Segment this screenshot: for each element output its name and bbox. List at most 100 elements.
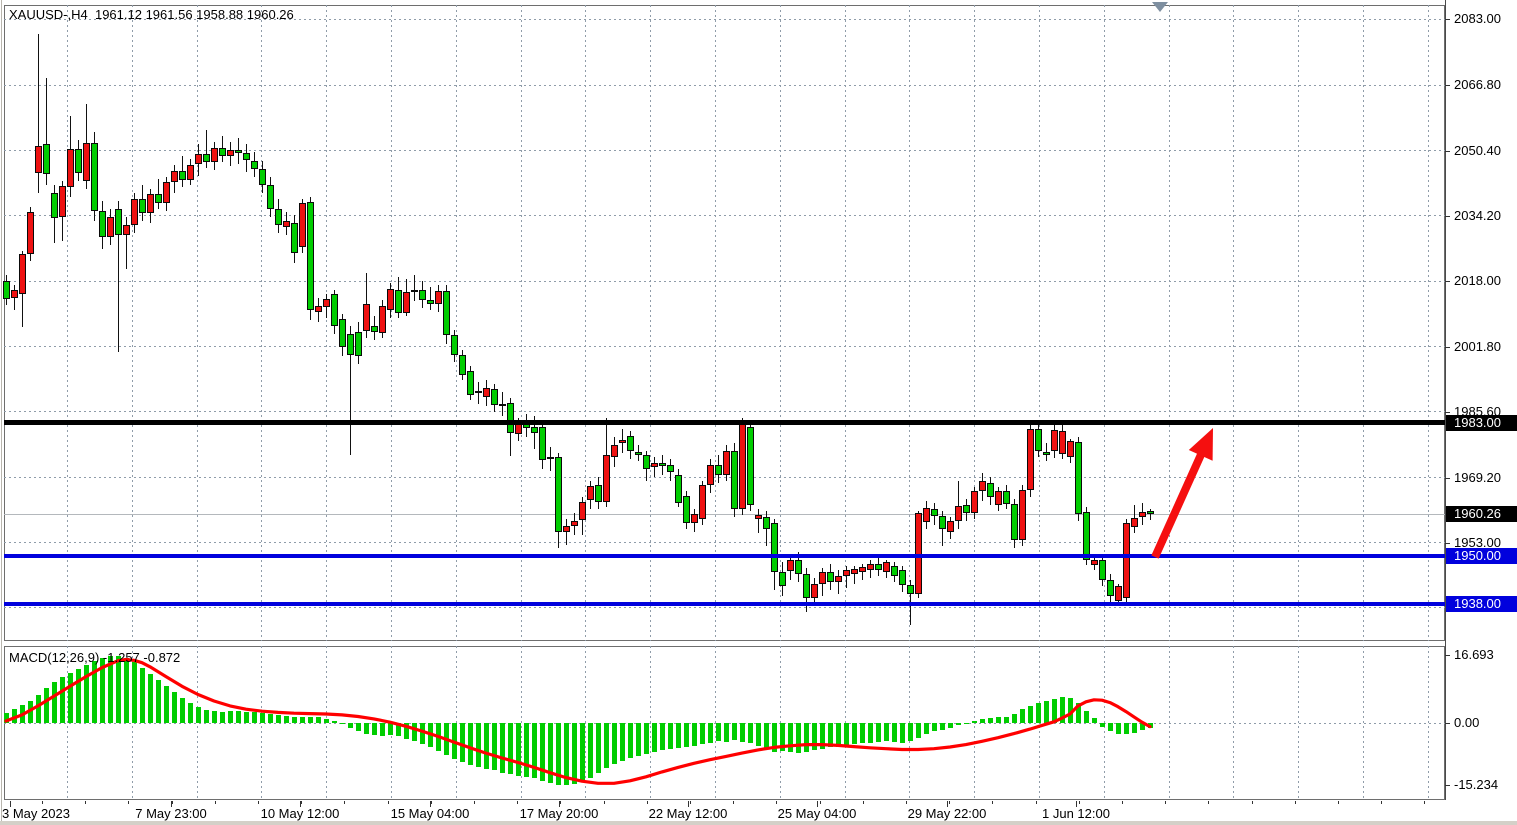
time-axis-label: 25 May 04:00 <box>777 806 857 821</box>
candle-wick <box>349 325 351 455</box>
macd-histogram-bar <box>283 715 289 723</box>
candle-body <box>970 491 978 514</box>
candle-body <box>946 521 954 532</box>
macd-axis-label: 0.00 <box>1454 715 1480 730</box>
price-axis-border <box>1445 0 1446 800</box>
macd-histogram-bar <box>323 718 329 723</box>
candle-body <box>930 509 938 516</box>
macd-histogram-bar <box>3 712 9 723</box>
macd-histogram-bar <box>971 721 977 723</box>
candle-body <box>1042 451 1050 455</box>
macd-histogram-bar <box>363 723 369 734</box>
candle-body <box>690 514 698 524</box>
macd-histogram-bar <box>595 723 601 773</box>
price-axis-tick <box>1445 150 1450 152</box>
macd-histogram-bar <box>1027 705 1033 723</box>
candle-body <box>650 463 658 468</box>
candle-body <box>338 319 346 348</box>
macd-histogram-bar <box>1051 698 1057 723</box>
candle-body <box>1050 429 1058 451</box>
time-axis-label: 22 May 12:00 <box>648 806 728 821</box>
time-axis-tick-minor <box>1424 801 1426 804</box>
gridline-vertical <box>1298 5 1300 641</box>
macd-histogram-bar <box>339 723 345 725</box>
candle-body <box>610 445 618 458</box>
time-axis-tick-minor <box>171 801 173 804</box>
price-pane[interactable] <box>4 5 1445 641</box>
macd-histogram-bar <box>555 723 561 785</box>
candle-body <box>1074 441 1082 514</box>
candle-body <box>146 193 154 213</box>
price-axis-tick <box>1445 478 1450 480</box>
macd-histogram-bar <box>467 723 473 765</box>
candle-wick <box>845 565 847 588</box>
time-axis-tick-minor <box>258 801 259 804</box>
macd-histogram-bar <box>499 723 505 773</box>
macd-histogram-bar <box>531 723 537 779</box>
chart-shift-marker-icon[interactable] <box>1152 2 1168 12</box>
macd-histogram-bar <box>427 723 433 748</box>
candle-body <box>18 254 26 295</box>
macd-histogram-bar <box>939 723 945 730</box>
macd-histogram-bar <box>1091 718 1097 723</box>
candle-body <box>794 559 802 574</box>
price-axis-label: 2083.00 <box>1454 11 1501 27</box>
candle-body <box>202 154 210 163</box>
price-axis-label: 2050.40 <box>1454 142 1501 158</box>
candle-body <box>738 424 746 510</box>
macd-histogram-bar <box>107 656 113 723</box>
macd-histogram-bar <box>731 723 737 741</box>
macd-histogram-bar <box>51 682 57 723</box>
time-axis-label: 15 May 04:00 <box>390 806 470 821</box>
time-axis-tick-minor <box>1078 801 1080 804</box>
macd-histogram-bar <box>723 723 729 742</box>
window-left-edge <box>1 0 2 821</box>
time-axis-tick-major <box>171 801 172 807</box>
macd-histogram-bar <box>475 723 481 767</box>
candle-body <box>570 521 578 526</box>
candle-body <box>778 571 786 586</box>
macd-histogram-bar <box>739 723 745 742</box>
macd-histogram-bar <box>371 723 377 736</box>
macd-axis-tick <box>1445 655 1450 656</box>
macd-histogram-bar <box>491 723 497 771</box>
candle-body <box>410 289 418 292</box>
time-axis-label: 7 May 23:00 <box>135 806 207 821</box>
candle-body <box>250 160 258 169</box>
candle-body <box>394 289 402 313</box>
macd-histogram-bar <box>979 718 985 723</box>
candle-body <box>1002 491 1010 505</box>
candle-body <box>1018 490 1026 541</box>
macd-histogram-bar <box>379 723 385 736</box>
macd-histogram-bar <box>67 673 73 723</box>
candle-body <box>602 455 610 502</box>
gridline-horizontal <box>4 476 1445 478</box>
macd-histogram-bar <box>1043 701 1049 723</box>
gridline-horizontal <box>4 345 1445 347</box>
hline-1950.00[interactable] <box>4 553 1445 558</box>
macd-histogram-bar <box>419 723 425 745</box>
candle-body <box>834 575 842 582</box>
candle-body <box>370 325 378 332</box>
candle-body <box>1098 560 1106 580</box>
candle-body <box>434 291 442 304</box>
time-axis-tick-minor <box>949 801 951 804</box>
macd-histogram-bar <box>27 700 33 723</box>
time-axis-tick-minor <box>42 801 43 804</box>
time-axis-tick-minor <box>862 801 864 804</box>
candle-wick <box>837 569 839 594</box>
macd-histogram-bar <box>675 723 681 749</box>
macd-histogram-bar <box>1107 723 1113 732</box>
candle-wick <box>205 130 207 169</box>
candle-body <box>346 333 354 356</box>
candle-body <box>914 513 922 594</box>
macd-histogram-bar <box>1139 723 1145 731</box>
macd-histogram-bar <box>43 688 49 723</box>
hline-1983.00[interactable] <box>4 420 1445 425</box>
hline-1938.00[interactable] <box>4 601 1445 606</box>
gridline-horizontal <box>4 411 1445 413</box>
macd-histogram-bar <box>211 711 217 723</box>
candle-body <box>546 457 554 460</box>
macd-histogram-bar <box>955 723 961 726</box>
